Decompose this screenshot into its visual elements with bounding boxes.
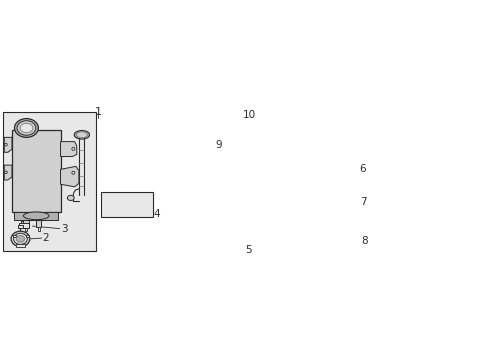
Ellipse shape — [14, 233, 27, 244]
Text: 2: 2 — [43, 233, 49, 243]
Bar — [229, 203, 235, 207]
Text: 9: 9 — [215, 140, 221, 150]
Bar — [12, 130, 61, 212]
Bar — [302, 214, 307, 219]
Bar — [19, 224, 28, 228]
Ellipse shape — [20, 123, 33, 133]
Text: 5: 5 — [245, 245, 252, 255]
Ellipse shape — [16, 235, 24, 242]
Ellipse shape — [224, 147, 232, 153]
Bar — [311, 209, 352, 224]
Text: 3: 3 — [61, 224, 68, 234]
Ellipse shape — [67, 195, 74, 201]
Ellipse shape — [11, 231, 30, 247]
Text: 4: 4 — [153, 209, 160, 219]
Bar — [334, 215, 339, 221]
Ellipse shape — [24, 212, 49, 220]
Ellipse shape — [17, 121, 36, 135]
Bar — [13, 235, 16, 237]
Ellipse shape — [349, 166, 357, 172]
Bar — [242, 195, 248, 200]
Bar — [347, 215, 352, 221]
Bar — [232, 206, 236, 210]
Bar — [333, 221, 354, 226]
Bar — [255, 206, 259, 210]
Ellipse shape — [342, 232, 345, 235]
Bar — [24, 220, 28, 227]
Ellipse shape — [346, 209, 358, 224]
Bar — [24, 227, 27, 231]
Ellipse shape — [231, 125, 240, 131]
Circle shape — [5, 143, 7, 146]
Polygon shape — [61, 141, 77, 157]
Bar — [14, 212, 58, 220]
Bar — [356, 214, 361, 219]
Polygon shape — [4, 138, 12, 152]
Polygon shape — [61, 166, 79, 187]
Text: 7: 7 — [360, 197, 367, 207]
Ellipse shape — [15, 118, 38, 138]
Bar — [16, 244, 25, 247]
Ellipse shape — [76, 132, 87, 138]
Text: 6: 6 — [360, 164, 366, 174]
Bar — [18, 225, 23, 228]
Bar — [38, 227, 40, 231]
Ellipse shape — [272, 119, 282, 127]
Text: 1: 1 — [95, 107, 101, 117]
Circle shape — [72, 147, 75, 150]
Ellipse shape — [238, 202, 252, 214]
Ellipse shape — [241, 203, 250, 212]
Text: 8: 8 — [362, 235, 368, 246]
Ellipse shape — [251, 139, 259, 145]
Bar — [101, 192, 152, 217]
Bar — [215, 216, 221, 220]
Bar — [25, 235, 29, 237]
Ellipse shape — [340, 231, 346, 235]
Circle shape — [72, 171, 75, 174]
Ellipse shape — [242, 205, 248, 211]
Bar — [314, 211, 350, 214]
Ellipse shape — [232, 126, 238, 130]
Bar — [36, 220, 41, 227]
Ellipse shape — [213, 171, 222, 179]
Ellipse shape — [305, 209, 317, 224]
Ellipse shape — [217, 167, 225, 174]
Circle shape — [5, 171, 7, 174]
Ellipse shape — [74, 131, 90, 139]
Text: 10: 10 — [243, 110, 256, 120]
Polygon shape — [4, 165, 12, 180]
Bar — [240, 199, 250, 203]
Bar — [3, 112, 96, 251]
